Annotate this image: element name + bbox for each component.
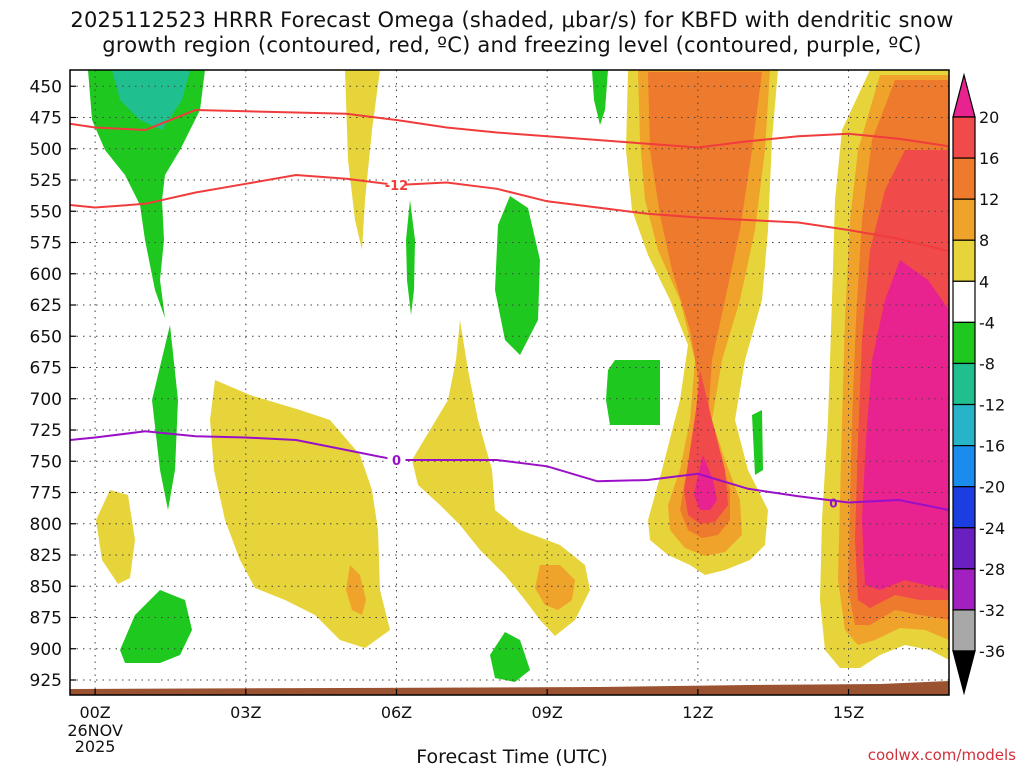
x-tick-label: 09Z <box>532 703 563 722</box>
y-tick-label: 450 <box>30 77 62 97</box>
omega-shade <box>120 590 192 663</box>
x-axis-label: Forecast Time (UTC) <box>416 746 608 768</box>
omega-shade <box>88 70 205 318</box>
y-tick-label: 775 <box>30 484 62 504</box>
y-tick-label: 525 <box>30 171 62 191</box>
y-tick-label: 600 <box>30 265 62 285</box>
colorbar-label: 16 <box>979 149 999 168</box>
contour-freezing-level <box>70 430 949 511</box>
x-tick-label: 15Z <box>833 703 864 722</box>
colorbar-segment <box>952 239 976 282</box>
y-tick-label: 700 <box>30 390 62 410</box>
colorbar-bottom-triangle <box>952 650 976 696</box>
colorbar-label: 20 <box>979 108 999 127</box>
omega-shade <box>592 70 608 125</box>
omega-shade <box>535 565 575 610</box>
colorbar-segment <box>952 568 976 611</box>
y-tick-label: 675 <box>30 359 62 379</box>
colorbar-label: 8 <box>979 231 989 250</box>
contours: -12 0 0 <box>70 108 949 511</box>
colorbar-label: 12 <box>979 190 999 209</box>
colorbar-segment <box>952 362 976 406</box>
y-tick-label: 725 <box>30 421 62 441</box>
omega-shade <box>406 200 415 315</box>
y-tick-label: 625 <box>30 296 62 316</box>
x-date-label: 26NOV <box>67 721 123 740</box>
y-tick-label: 750 <box>30 452 62 472</box>
x-date-label: 2025 <box>75 737 116 756</box>
colorbar-label: -36 <box>979 642 1005 661</box>
omega-shade <box>490 632 530 682</box>
x-tick-label: 12Z <box>682 703 713 722</box>
x-tick-label: 03Z <box>230 703 261 722</box>
omega-shading <box>88 70 949 682</box>
colorbar-segment <box>952 280 976 323</box>
x-tick-label: 06Z <box>381 703 412 722</box>
y-tick-label: 850 <box>30 577 62 597</box>
omega-shade <box>210 380 390 648</box>
colorbar-segment <box>952 403 976 447</box>
chart-title-line1: 2025112523 HRRR Forecast Omega (shaded, … <box>70 8 954 32</box>
omega-shade <box>345 70 380 250</box>
colorbar-label: -4 <box>979 313 995 332</box>
omega-shade <box>412 320 590 636</box>
colorbar-segment <box>952 157 976 200</box>
chart-title-line2: growth region (contoured, red, ºC) and f… <box>102 33 922 57</box>
omega-shade <box>862 260 949 590</box>
colorbar-segment <box>952 445 976 488</box>
colorbar-segment <box>952 321 976 365</box>
colorbar-label: -8 <box>979 354 995 373</box>
y-tick-label: 550 <box>30 202 62 222</box>
y-tick-label: 475 <box>30 109 62 129</box>
omega-shade <box>346 565 366 615</box>
omega-shade <box>152 325 178 510</box>
y-axis: 450 475 500 525 550 575 600 625 650 675 700 725 750 7… <box>30 77 76 691</box>
omega-shade <box>112 70 190 130</box>
y-tick-label: 875 <box>30 609 62 629</box>
y-tick-label: 650 <box>30 327 62 347</box>
y-tick-label: 500 <box>30 140 62 160</box>
y-tick-label: 900 <box>30 640 62 660</box>
colorbar-segment <box>952 116 976 159</box>
colorbar-segment <box>952 486 976 529</box>
contour-label: 0 <box>829 497 837 511</box>
x-tick-label: 00Z <box>79 703 110 722</box>
omega-shade <box>606 360 660 425</box>
credit-link[interactable]: coolwx.com/models <box>867 746 1016 764</box>
contour-label: -12 <box>385 179 409 194</box>
colorbar-segment <box>952 609 976 652</box>
plot-frame <box>69 69 950 696</box>
contour-label-bg <box>387 452 406 467</box>
colorbar-segment <box>952 527 976 570</box>
omega-shade <box>752 410 763 475</box>
grid <box>70 70 949 695</box>
contour-label: 0 <box>392 454 401 469</box>
colorbar-segment <box>952 198 976 241</box>
contour-dgz-minus12 <box>70 173 949 253</box>
y-tick-label: 925 <box>30 671 62 691</box>
omega-shade <box>495 196 540 355</box>
colorbar-top-triangle <box>952 72 976 118</box>
y-tick-label: 800 <box>30 515 62 535</box>
colorbar-label: 4 <box>979 272 989 291</box>
colorbar-label: -16 <box>979 437 1005 456</box>
colorbar-label: -12 <box>979 396 1005 415</box>
colorbar-label: -28 <box>979 560 1005 579</box>
colorbar: 20 16 12 8 4 -4 -8 -12 -16 -20 -24 -28 -32 -36 <box>952 72 1005 696</box>
omega-shade <box>96 490 135 584</box>
contour-dgz-top <box>70 108 949 149</box>
colorbar-label: -24 <box>979 519 1005 538</box>
colorbar-label: -32 <box>979 601 1005 620</box>
ground-surface <box>70 681 949 695</box>
omega-shade <box>694 455 717 510</box>
y-tick-label: 575 <box>30 234 62 254</box>
omega-shade <box>684 370 728 524</box>
omega-shade <box>648 72 762 538</box>
colorbar-label: -20 <box>979 478 1005 497</box>
y-tick-label: 825 <box>30 546 62 566</box>
contour-label-bg <box>387 177 406 192</box>
